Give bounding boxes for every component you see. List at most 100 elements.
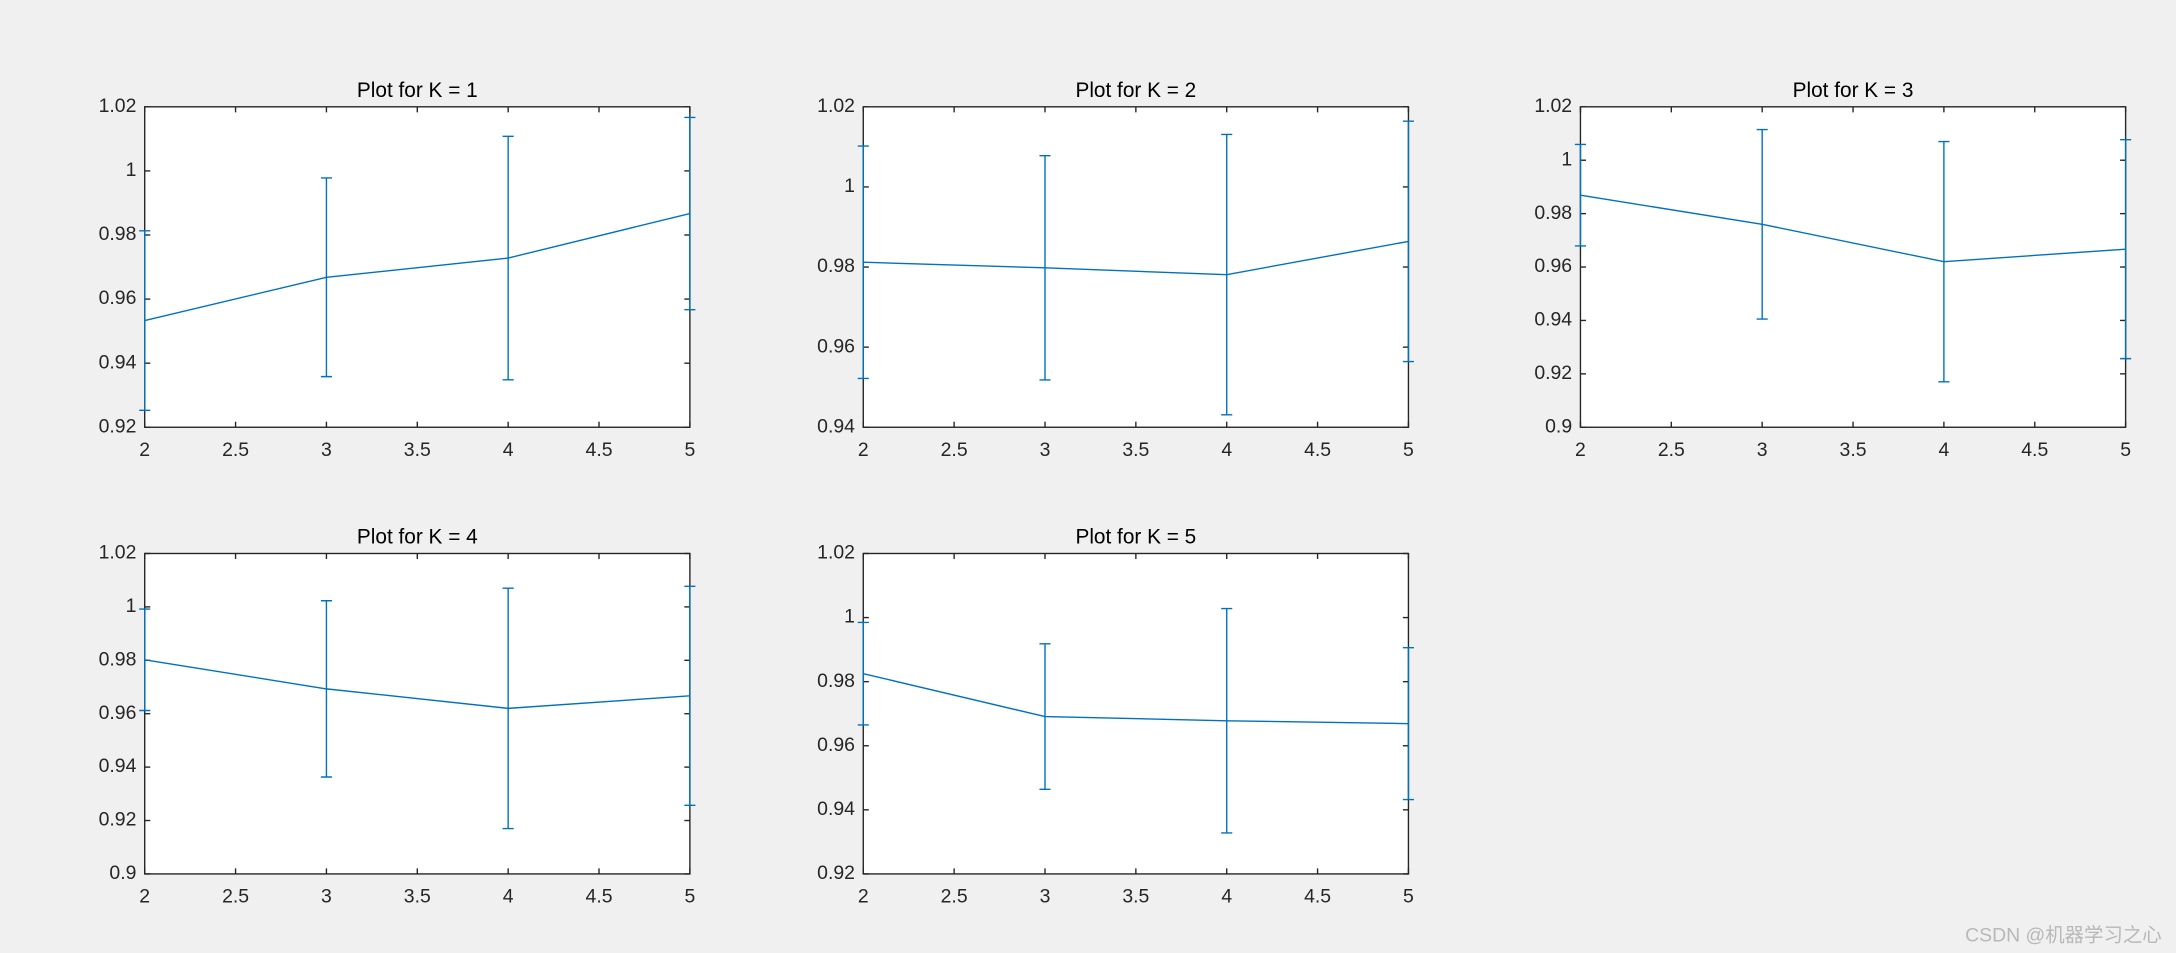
error-bar bbox=[1039, 154, 1051, 381]
y-tick-label: 0.94 bbox=[817, 798, 855, 820]
error-bar bbox=[1402, 647, 1414, 801]
y-tick-label: 1.02 bbox=[817, 95, 855, 117]
y-tick-label: 0.9 bbox=[1545, 415, 1572, 437]
x-tick-label: 4 bbox=[1221, 439, 1232, 461]
y-tick-label: 0.98 bbox=[817, 255, 855, 277]
subplot: Plot for K = 5 0.92 0.94 0.96 0.98 1 1.02 2 2.5 3… bbox=[817, 526, 1414, 908]
y-tick-label: 0.94 bbox=[817, 415, 855, 437]
x-tick-label: 2.5 bbox=[1658, 439, 1685, 461]
x-tick-label: 4.5 bbox=[1304, 439, 1331, 461]
x-tick-label: 5 bbox=[1403, 886, 1414, 908]
error-bar bbox=[684, 116, 696, 311]
error-bar bbox=[1221, 133, 1233, 416]
x-tick-label: 4.5 bbox=[586, 886, 613, 908]
error-bar bbox=[1938, 140, 1950, 383]
x-tick-label: 4 bbox=[503, 886, 514, 908]
x-tick-label: 5 bbox=[684, 886, 695, 908]
y-tick-label: 1.02 bbox=[817, 542, 855, 564]
x-tick-label: 2.5 bbox=[222, 886, 249, 908]
chart-title: Plot for K = 5 bbox=[1075, 526, 1196, 549]
y-tick-label: 0.98 bbox=[817, 670, 855, 692]
error-bar bbox=[1756, 128, 1768, 320]
y-tick-label: 0.96 bbox=[817, 335, 855, 357]
error-bar bbox=[1402, 120, 1414, 363]
error-bar bbox=[502, 587, 514, 830]
error-bar bbox=[1221, 607, 1233, 834]
y-tick-label: 0.98 bbox=[99, 223, 137, 245]
y-tick-label: 0.92 bbox=[1534, 362, 1572, 384]
plot-area bbox=[1580, 106, 2126, 428]
error-bar bbox=[2120, 138, 2132, 360]
x-tick-label: 2 bbox=[139, 886, 150, 908]
subplot: Plot for K = 2 0.94 0.96 0.98 1 1.02 2 2.5 3 3.5 4… bbox=[817, 79, 1414, 461]
y-tick-label: 1 bbox=[844, 606, 855, 628]
x-tick-label: 4 bbox=[1221, 886, 1232, 908]
x-tick-label: 3.5 bbox=[1122, 439, 1149, 461]
error-bar bbox=[139, 608, 151, 712]
chart-title: Plot for K = 4 bbox=[357, 526, 478, 549]
x-tick-label: 4.5 bbox=[1304, 886, 1331, 908]
error-bar bbox=[684, 585, 696, 806]
x-tick-label: 5 bbox=[1403, 439, 1414, 461]
error-bar bbox=[1574, 143, 1587, 247]
x-tick-label: 2 bbox=[858, 439, 869, 461]
y-tick-label: 0.96 bbox=[99, 287, 137, 309]
y-tick-label: 0.96 bbox=[1534, 255, 1572, 277]
error-bar bbox=[320, 177, 332, 378]
y-tick-label: 0.98 bbox=[99, 648, 137, 670]
data-line bbox=[1580, 194, 2126, 263]
error-bar bbox=[1039, 643, 1051, 791]
chart-title: Plot for K = 1 bbox=[357, 79, 478, 102]
x-tick-label: 3 bbox=[1040, 886, 1051, 908]
x-tick-label: 2 bbox=[139, 439, 150, 461]
y-tick-label: 1.02 bbox=[99, 542, 137, 564]
x-tick-label: 5 bbox=[684, 439, 695, 461]
x-tick-label: 3.5 bbox=[404, 439, 431, 461]
x-tick-label: 2.5 bbox=[941, 439, 968, 461]
y-tick-label: 0.98 bbox=[1534, 202, 1572, 224]
y-tick-label: 0.94 bbox=[99, 351, 137, 373]
x-tick-label: 4.5 bbox=[2021, 439, 2048, 461]
plot-area bbox=[863, 106, 1409, 428]
error-bar bbox=[857, 145, 869, 380]
x-tick-label: 3 bbox=[321, 886, 332, 908]
chart-title: Plot for K = 2 bbox=[1075, 79, 1196, 102]
x-tick-label: 3 bbox=[321, 439, 332, 461]
y-tick-label: 0.94 bbox=[1534, 309, 1572, 331]
y-tick-label: 0.92 bbox=[99, 809, 137, 831]
x-tick-label: 4.5 bbox=[586, 439, 613, 461]
x-tick-label: 2.5 bbox=[941, 886, 968, 908]
y-tick-label: 1 bbox=[126, 595, 137, 617]
x-tick-label: 3.5 bbox=[1840, 439, 1867, 461]
error-bar bbox=[139, 230, 151, 411]
y-tick-label: 0.96 bbox=[99, 702, 137, 724]
x-tick-label: 3.5 bbox=[1122, 886, 1149, 908]
subplot: Plot for K = 3 0.9 0.92 0.94 0.96 0.98 1 1.02 2 2… bbox=[1534, 79, 2132, 461]
x-tick-label: 3 bbox=[1040, 439, 1051, 461]
y-tick-label: 1 bbox=[844, 175, 855, 197]
y-tick-label: 0.96 bbox=[817, 734, 855, 756]
data-line bbox=[144, 212, 691, 322]
subplot: Plot for K = 1 0.92 0.94 0.96 0.98 1 1.02 2 2.5 3… bbox=[99, 79, 696, 461]
x-tick-label: 3.5 bbox=[404, 886, 431, 908]
data-line bbox=[144, 659, 690, 710]
watermark: CSDN @机器学习之心 bbox=[1965, 924, 2162, 946]
x-tick-label: 4 bbox=[1938, 439, 1949, 461]
data-line bbox=[863, 672, 1409, 725]
y-tick-label: 0.92 bbox=[99, 415, 137, 437]
x-tick-label: 2 bbox=[858, 886, 869, 908]
y-tick-label: 1 bbox=[126, 159, 137, 181]
x-tick-label: 5 bbox=[2120, 439, 2131, 461]
y-tick-label: 1.02 bbox=[1534, 95, 1572, 117]
x-tick-label: 2.5 bbox=[222, 439, 249, 461]
error-bar bbox=[320, 600, 332, 778]
subplot: Plot for K = 4 0.9 0.92 0.94 0.96 0.98 1 1.02 2 2… bbox=[99, 526, 696, 908]
chart-title: Plot for K = 3 bbox=[1793, 79, 1914, 102]
error-bar bbox=[857, 621, 869, 726]
data-line bbox=[863, 240, 1409, 276]
y-tick-label: 1 bbox=[1561, 148, 1572, 170]
error-bar bbox=[502, 135, 514, 381]
x-tick-label: 2 bbox=[1575, 439, 1586, 461]
y-tick-label: 1.02 bbox=[99, 95, 137, 117]
y-tick-label: 0.92 bbox=[817, 862, 855, 884]
